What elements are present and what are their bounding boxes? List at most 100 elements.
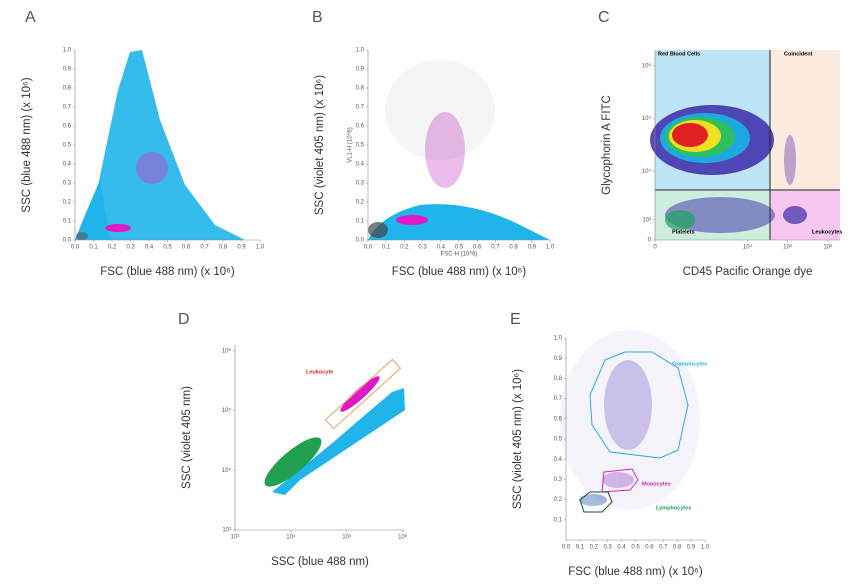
x-tick-label: 0.6 [645,545,654,551]
y-tick-label: 0.1 [356,219,365,225]
panel-letter: E [510,311,521,328]
y-tick-label: 0.6 [356,124,365,130]
density-cloud [672,123,708,147]
x-tick-label: 0.5 [455,245,464,251]
panel: B 0.0 0.1 0.2 0.3 0.4 0.5 0.6 0.7 0.8 0.9 1.0 0.0 0.1… [312,9,555,278]
x-tick-label: 0.5 [631,545,640,551]
x-tick-label: 1.0 [546,245,555,251]
density-cloud [385,60,495,160]
x-tick-label: 0.1 [576,545,585,551]
x-tick-label: 10⁴ [286,534,296,541]
x-tick-label: 0.8 [219,245,228,251]
x-tick-label: 0 [653,245,657,251]
y-tick-label: 0.9 [554,356,563,362]
gate-label: Lymphocytes [656,505,691,511]
density-cloud [75,180,110,240]
gate-region [770,50,840,190]
x-tick-label: 0.4 [145,245,154,251]
x-tick-label: 0.3 [604,545,613,551]
x-tick-label: 1.0 [701,545,710,551]
y-tick-label: 0.8 [554,376,563,382]
y-axis-label: SSC (violet 405 nm) (x 10⁶) [512,369,524,509]
y-tick-label: 0.4 [63,162,72,168]
y-tick-label: 10⁵ [642,115,652,122]
y-tick-label: 0.3 [554,477,563,483]
density-cloud [560,330,700,510]
panel-letter: A [25,9,36,26]
y-tick-label: 10⁴ [642,168,652,175]
density-cloud [425,112,465,188]
y-axis-label: SSC (blue 488 nm) (x 10⁶) [21,77,33,212]
gate-label: Granulocytes [672,361,707,367]
panel-letter: B [312,9,323,26]
density-cloud [396,215,428,225]
x-tick-label: 0.0 [364,245,373,251]
y-axis-label: Glycophorin A FITC [601,95,613,195]
density-cloud [604,360,652,450]
x-tick-label: 0.4 [617,545,626,551]
y-tick-label: 10⁶ [642,62,652,69]
y-tick-label: 0.9 [63,67,72,73]
y-tick-label: 1.0 [554,336,563,342]
x-tick-label: 0.9 [687,545,696,551]
x-tick-label: 0.1 [89,245,98,251]
x-tick-label: 0.6 [182,245,191,251]
x-tick-label: 0.7 [200,245,209,251]
x-tick-label: 0.9 [528,245,537,251]
x-axis-label: FSC (blue 488 nm) (x 10⁶) [100,266,235,278]
x-tick-label: 0.2 [590,545,599,551]
x-tick-label: 10³ [231,535,240,541]
x-tick-label: 0.9 [237,245,246,251]
density-cloud [76,232,88,240]
x-tick-label: 10⁴ [743,244,753,251]
x-tick-label: 0.4 [437,245,446,251]
y-tick-label: 0.3 [356,181,365,187]
panel: A 0.0 0.1 0.2 0.3 0.4 0.5 0.6 0.7 0.8 0.9 1.0 0.0 0.1… [21,9,265,278]
y-axis-label: SSC (violet 405 nm) (x 10⁶) [314,75,326,215]
density-cloud [579,494,607,506]
x-axis-label: FSC (blue 488 nm) (x 10⁶) [568,566,703,578]
gate-label: Coincident [784,51,813,57]
y-tick-label: 10⁶ [222,347,232,354]
density-cloud [80,50,245,240]
density-cloud [340,376,380,412]
gate-label: Leukocytes [812,229,842,235]
inner-x-label: FSC-H (10^6) [441,252,478,258]
gate-label: Red Blood Cells [658,51,700,57]
density-cloud [783,206,807,224]
y-tick-label: 0.5 [356,143,365,149]
y-tick-label: 0.6 [63,124,72,130]
density-cloud [272,388,405,495]
y-tick-label: 0.4 [554,457,563,463]
density-cloud [105,224,131,232]
x-tick-label: 0.8 [673,545,682,551]
y-tick-label: 0.1 [63,219,72,225]
x-tick-label: 10⁶ [823,244,833,251]
y-tick-label: 1.0 [356,48,365,54]
x-tick-label: 0.2 [400,245,409,251]
gate [579,491,613,513]
y-tick-label: 0.1 [554,517,563,523]
x-axis-label: FSC (blue 488 nm) (x 10⁶) [392,266,527,278]
y-tick-label: 0.9 [356,67,365,73]
x-tick-label: 0.7 [659,545,668,551]
x-tick-label: 10⁵ [783,244,793,251]
density-cloud [665,210,695,230]
y-tick-label: 0.2 [554,497,563,503]
x-tick-label: 10⁵ [342,534,352,541]
panel: C 0 10⁴ 10⁵ 10⁶ 0 10³ 10⁴ 10⁵ 10⁶ CD45 Pacific Ora… [598,9,842,278]
y-tick-label: 0.5 [554,437,563,443]
y-tick-label: 0.2 [63,200,72,206]
gate [324,358,402,430]
x-tick-label: 10⁶ [398,534,408,541]
y-tick-label: 1.0 [63,48,72,54]
x-tick-label: 0.0 [562,545,571,551]
x-tick-label: 1.0 [256,245,265,251]
y-tick-label: 0.0 [356,238,365,244]
x-tick-label: 0.2 [108,245,117,251]
panel-letter: D [178,311,190,328]
panel-letter: C [598,9,610,26]
x-tick-label: 0.0 [71,245,80,251]
y-tick-label: 10⁴ [222,467,232,474]
